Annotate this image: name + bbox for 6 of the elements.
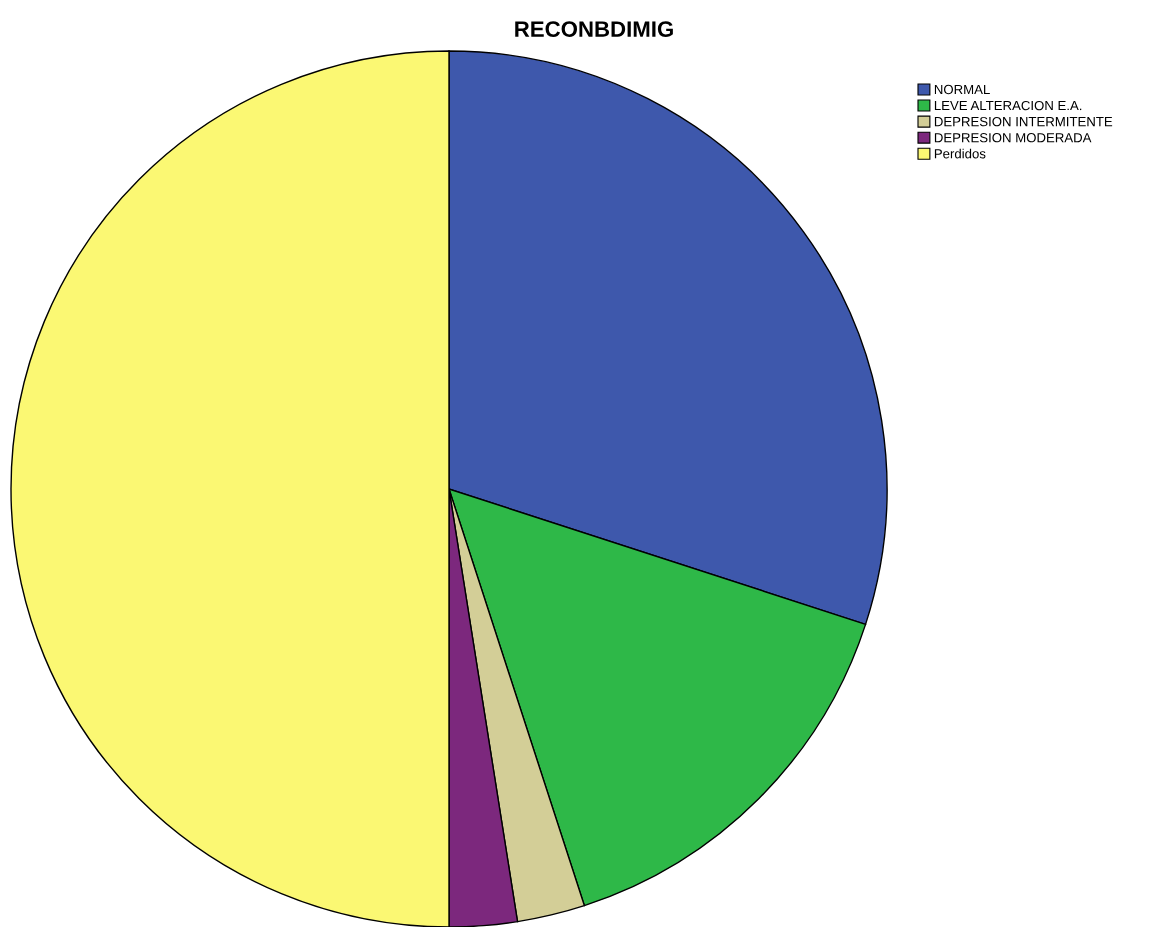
legend-label: DEPRESION INTERMITENTE	[934, 116, 1113, 127]
legend-label: NORMAL	[934, 84, 990, 95]
chart-title: RECONBDIMIG	[515, 21, 673, 37]
legend-label: LEVE ALTERACION E.A.	[934, 100, 1082, 111]
legend-label: Perdidos	[934, 148, 986, 159]
legend-label: DEPRESION MODERADA	[934, 133, 1092, 143]
